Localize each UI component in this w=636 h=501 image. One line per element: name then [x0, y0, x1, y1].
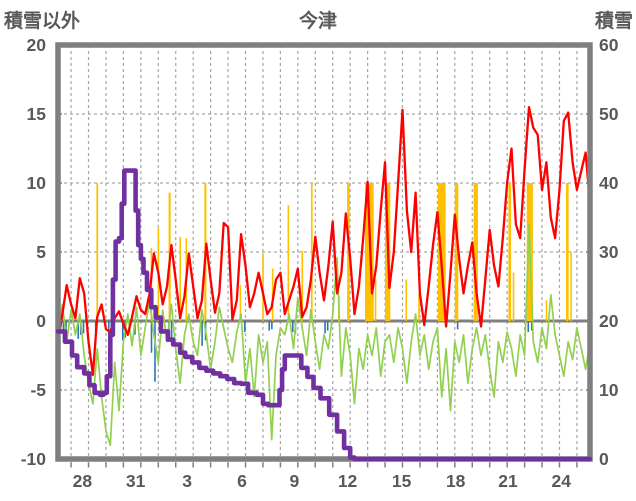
orange-bars-bar: [374, 279, 377, 321]
left-axis-tick-label: 10: [27, 173, 47, 193]
left-axis-tick-label: 15: [27, 104, 47, 124]
orange-bars-bar: [405, 279, 408, 321]
left-axis-tick-label: -10: [21, 449, 47, 469]
right-axis-tick-label: 40: [599, 173, 619, 193]
right-axis-tick-label: 60: [599, 35, 619, 55]
orange-bars-bar: [418, 293, 420, 321]
left-axis-tick-label: 0: [36, 311, 46, 331]
orange-bars-bar: [454, 183, 459, 321]
x-axis-tick-label: 12: [338, 471, 358, 491]
blue-bars-bar: [65, 321, 67, 331]
purple-step-snow-depth-series: [55, 168, 593, 462]
orange-bars-bar: [508, 183, 512, 321]
orange-bars-bar: [570, 252, 572, 321]
orange-bars-bar: [566, 183, 569, 321]
x-axis-tick-label: 3: [182, 471, 192, 491]
red-line-series: [56, 105, 592, 376]
blue-bars-bar: [271, 321, 273, 330]
x-axis-tick-label: 28: [73, 471, 93, 491]
blue-bars-bar: [82, 321, 85, 334]
chart-title: 今津: [298, 11, 338, 32]
left-axis-tick-label: 20: [27, 35, 47, 55]
orange-bars-bar: [512, 272, 515, 321]
x-axis-tick-label: 9: [289, 471, 299, 491]
right-axis-title: 積雪: [594, 11, 633, 32]
left-axis-tick-label: 5: [36, 242, 46, 262]
blue-bars-bar: [150, 321, 153, 353]
blue-bars-bar: [170, 321, 173, 339]
x-axis-tick-label: 6: [237, 471, 247, 491]
x-axis-tick-label: 24: [551, 471, 571, 491]
orange-bars-bar: [179, 236, 182, 321]
blue-bars-bar: [326, 321, 329, 331]
x-axis-tick-label: 31: [126, 471, 146, 491]
blue-bars-bar: [291, 321, 294, 333]
x-axis-tick-label: 15: [392, 471, 412, 491]
blue-bars-bar: [268, 321, 271, 331]
blue-bars-bar: [530, 321, 533, 331]
orange-bars-bar: [287, 205, 290, 321]
blue-bars-bar: [201, 321, 203, 346]
blue-bars-bar: [527, 321, 530, 333]
blue-bars-bar: [154, 321, 156, 382]
orange-bars-bar: [262, 253, 264, 321]
orange-bars-bar: [72, 309, 74, 321]
blue-bars-bar: [324, 321, 326, 334]
orange-bars-bar: [301, 250, 304, 321]
right-axis-tick-label: 0: [599, 449, 609, 469]
blue-bars-bar: [456, 321, 459, 330]
orange-bars-bar: [310, 183, 313, 321]
right-axis-tick-label: 30: [599, 242, 619, 262]
blue-bars-bar: [244, 321, 246, 333]
right-axis-tick-label: 10: [599, 380, 619, 400]
orange-bars-bar: [545, 300, 548, 321]
green-line-series: [57, 223, 591, 447]
orange-bars-bar: [96, 183, 99, 321]
orange-bars-bar: [473, 183, 478, 321]
right-axis-tick-label: 50: [599, 104, 619, 124]
orange-bars-bar: [239, 285, 242, 321]
right-axis-tick-label: 20: [599, 311, 619, 331]
left-axis-tick-label: -5: [30, 380, 46, 400]
blue-bars-bar: [121, 321, 124, 341]
blue-bars-bar: [77, 321, 80, 339]
x-axis-tick-label: 18: [446, 471, 466, 491]
left-axis-title: 積雪以外: [4, 11, 81, 32]
x-axis-tick-label: 21: [498, 471, 518, 491]
